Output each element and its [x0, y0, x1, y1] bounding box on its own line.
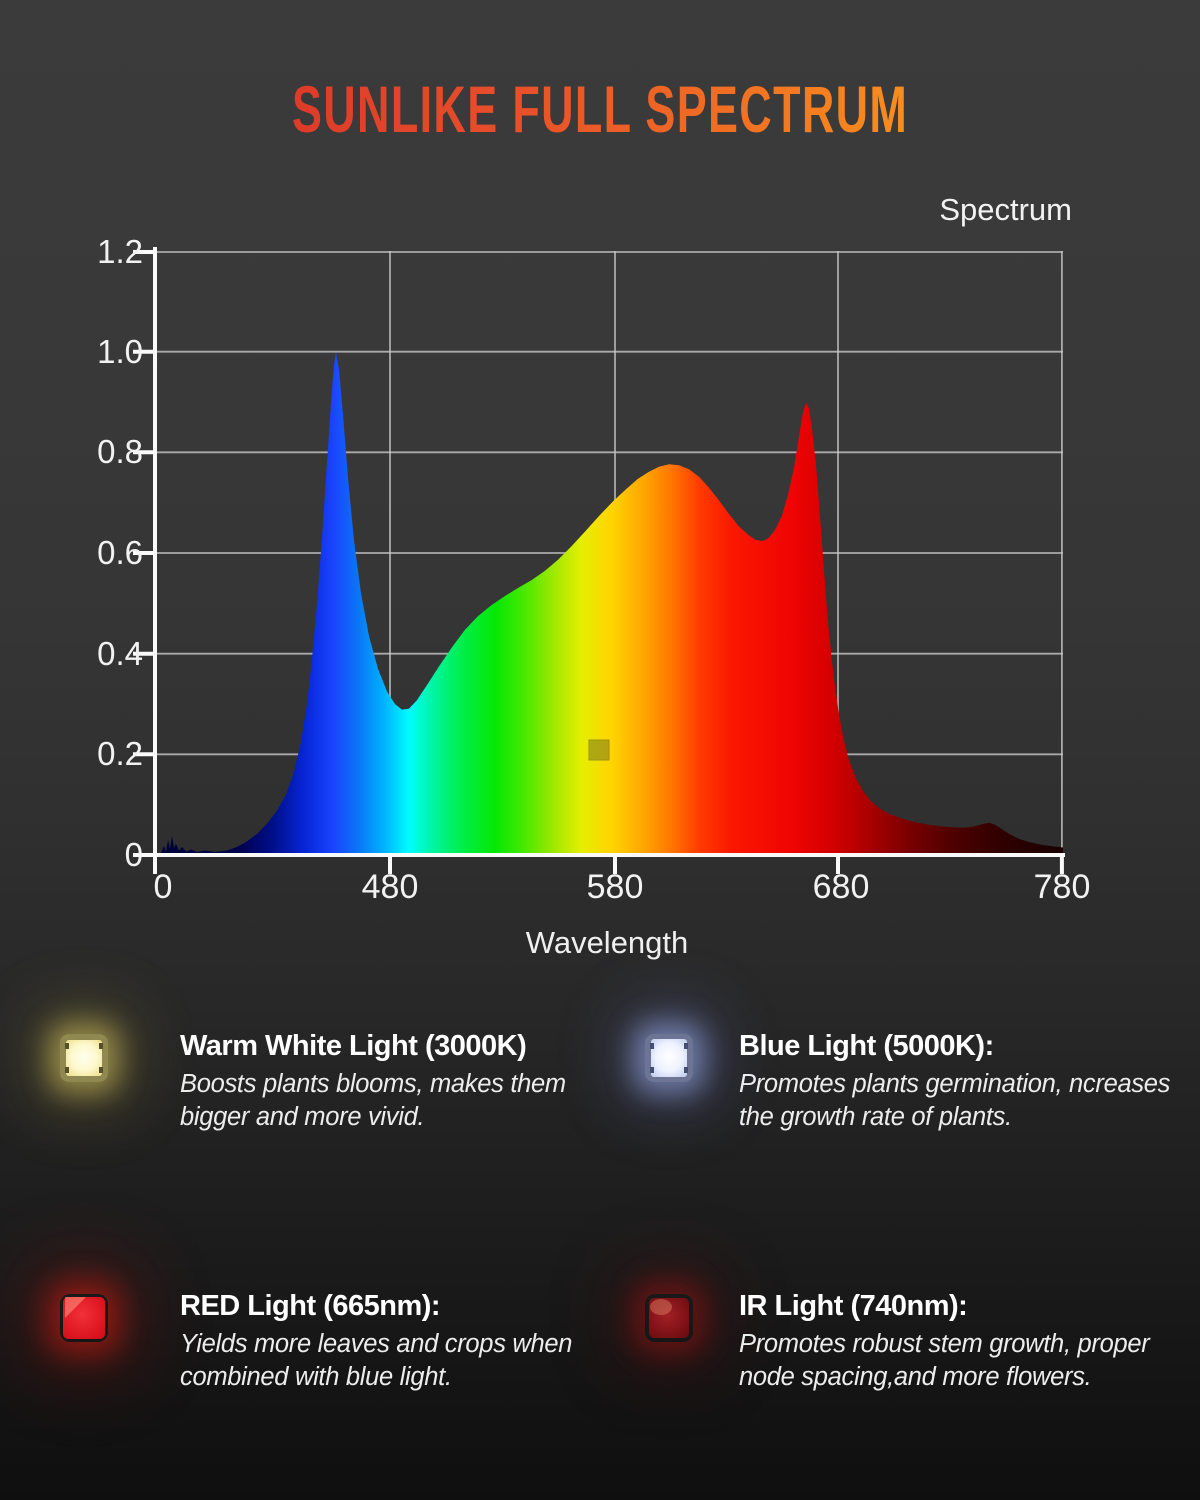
- legend-description-line: Yields more leaves and crops when: [180, 1330, 573, 1358]
- legend-title: Warm White Light (3000K): [180, 1030, 527, 1062]
- legend-item-red: RED Light (665nm): Yields more leaves an…: [60, 1288, 605, 1394]
- legend-title: IR Light (740nm):: [739, 1290, 968, 1322]
- y-tick-label: 1.2: [97, 233, 143, 270]
- spectrum-plot: [133, 247, 1065, 874]
- y-tick-label: 0.2: [97, 735, 143, 772]
- y-tick-label: 0.8: [97, 433, 143, 470]
- legend-description-line: bigger and more vivid.: [180, 1103, 425, 1131]
- y-tick-label: 1.0: [97, 333, 143, 370]
- spectrum-curve: [155, 352, 1063, 855]
- legend-text-block: IR Light (740nm): Promotes robust stem g…: [739, 1288, 1150, 1394]
- ir-led-icon: [645, 1294, 693, 1342]
- x-axis-label: Wavelength: [525, 925, 689, 960]
- legend-text-block: RED Light (665nm): Yields more leaves an…: [180, 1288, 572, 1394]
- spectrum-chart: 1.2 1.0 0.8 0.6 0.4 0.2 0 0 480 580 680 …: [97, 235, 1090, 961]
- y-tick-label: 0.4: [97, 635, 143, 672]
- chart-title: Spectrum: [939, 192, 1072, 227]
- legend-description-line: Promotes plants germination, ncreases: [739, 1070, 1171, 1098]
- axis-ticks: [133, 250, 1064, 874]
- legend-description: Boosts plants blooms, makes them bigger …: [180, 1068, 566, 1134]
- legend-description-line: the growth rate of plants.: [739, 1103, 1012, 1131]
- legend-description: Yields more leaves and crops when combin…: [180, 1328, 572, 1394]
- x-tick-label: 480: [361, 868, 419, 906]
- legend-text-block: Warm White Light (3000K) Boosts plants b…: [180, 1028, 566, 1134]
- legend-description: Promotes plants germination, ncreases th…: [739, 1068, 1170, 1134]
- y-tick-label: 0.6: [97, 534, 143, 571]
- legend-title: RED Light (665nm):: [180, 1290, 441, 1322]
- legend-description-line: Boosts plants blooms, makes them: [180, 1070, 566, 1098]
- legend-description: Promotes robust stem growth, proper node…: [739, 1328, 1150, 1394]
- x-tick-label: 680: [812, 868, 870, 906]
- legend-item-blue: Blue Light (5000K): Promotes plants germ…: [645, 1028, 1200, 1134]
- legend-description-line: combined with blue light.: [180, 1363, 452, 1391]
- y-tick-label: 0: [124, 836, 143, 873]
- warm-white-led-icon: [60, 1034, 108, 1082]
- x-tick-label: 0: [153, 868, 173, 906]
- legend-description-line: Promotes robust stem growth, proper: [739, 1330, 1150, 1358]
- x-tick-label: 780: [1033, 868, 1091, 906]
- legend-description-line: node spacing,and more flowers.: [739, 1363, 1092, 1391]
- legend-item-warm-white: Warm White Light (3000K) Boosts plants b…: [60, 1028, 605, 1134]
- page-title-row: SUNLIKE FULL SPECTRUM: [0, 72, 1200, 146]
- legend-item-ir: IR Light (740nm): Promotes robust stem g…: [645, 1288, 1200, 1394]
- watermark-artifact: [588, 739, 610, 761]
- page-title: SUNLIKE FULL SPECTRUM: [291, 72, 909, 146]
- x-tick-label: 580: [586, 868, 644, 906]
- blue-led-icon: [645, 1034, 693, 1082]
- legend-text-block: Blue Light (5000K): Promotes plants germ…: [739, 1028, 1170, 1134]
- legend-title: Blue Light (5000K):: [739, 1030, 994, 1062]
- red-led-icon: [60, 1294, 108, 1342]
